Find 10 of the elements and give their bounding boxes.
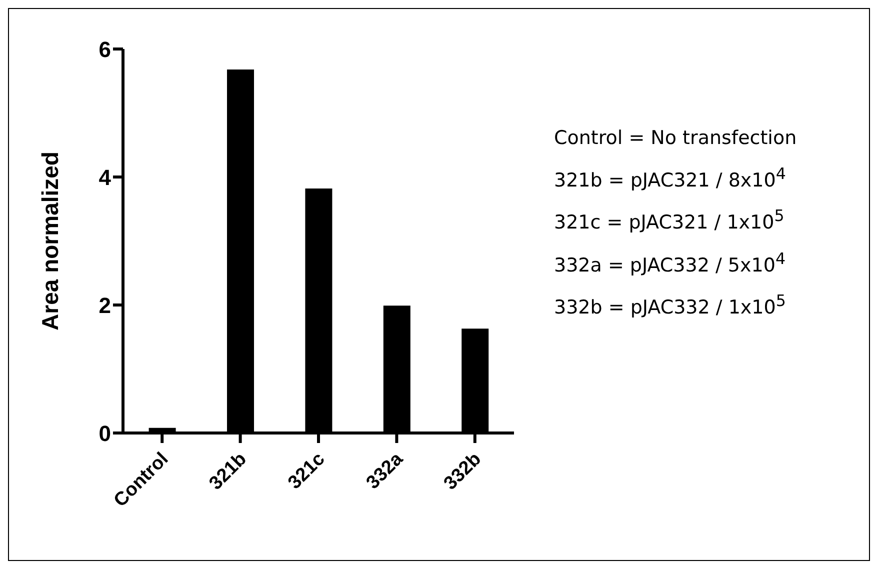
text: 332b = pJAC332 / 1x10$^{5}$	[554, 290, 787, 320]
y-tick-label: 0	[98, 420, 111, 446]
text: Control = No transfection	[554, 126, 797, 151]
y-tick-label: 4	[98, 164, 112, 190]
text: 321b = pJAC321 / 8x10$^{4}$	[554, 163, 787, 194]
text: 321c = pJAC321 / 1x10$^{5}$	[554, 205, 786, 236]
text: 332a = pJAC332 / 5x10$^{4}$	[554, 248, 787, 278]
y-axis-title: Area normalized	[37, 152, 64, 330]
y-tick-label: 2	[98, 292, 111, 318]
y-tick-label: 6	[98, 36, 111, 62]
